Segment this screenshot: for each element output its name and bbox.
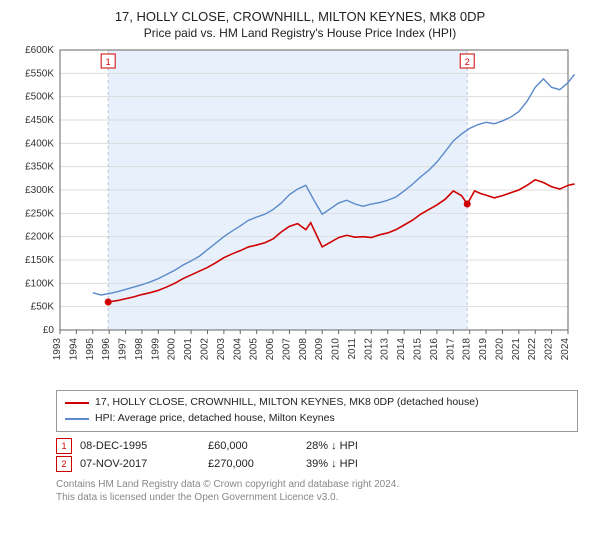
svg-text:2011: 2011 <box>347 338 358 360</box>
svg-text:£50K: £50K <box>31 302 55 313</box>
svg-text:1: 1 <box>106 57 111 67</box>
svg-text:2014: 2014 <box>396 338 407 361</box>
svg-text:£600K: £600K <box>25 45 54 56</box>
svg-text:1998: 1998 <box>134 338 145 361</box>
footer-line1: Contains HM Land Registry data © Crown c… <box>56 478 578 491</box>
sale-diff: 28% ↓ HPI <box>306 440 358 452</box>
svg-text:2016: 2016 <box>429 338 440 361</box>
svg-text:2021: 2021 <box>511 338 522 361</box>
svg-text:1996: 1996 <box>101 338 112 361</box>
svg-text:2003: 2003 <box>216 338 227 361</box>
title-line2: Price paid vs. HM Land Registry's House … <box>12 26 588 40</box>
svg-text:£550K: £550K <box>25 69 54 80</box>
sale-date: 07-NOV-2017 <box>80 458 200 470</box>
svg-text:2: 2 <box>465 57 470 67</box>
svg-text:2017: 2017 <box>445 338 456 361</box>
svg-text:2009: 2009 <box>314 338 325 361</box>
sale-row: 2 07-NOV-2017 £270,000 39% ↓ HPI <box>56 456 578 472</box>
svg-text:2019: 2019 <box>478 338 489 361</box>
svg-text:2010: 2010 <box>331 338 342 361</box>
svg-text:£0: £0 <box>43 325 55 336</box>
svg-text:2015: 2015 <box>413 338 424 361</box>
sale-row: 1 08-DEC-1995 £60,000 28% ↓ HPI <box>56 438 578 454</box>
svg-text:1995: 1995 <box>85 338 96 361</box>
sale-marker: 2 <box>56 456 72 472</box>
legend-swatch <box>65 418 89 420</box>
svg-text:2007: 2007 <box>281 338 292 361</box>
svg-text:£200K: £200K <box>25 232 54 243</box>
sale-marker: 1 <box>56 438 72 454</box>
sale-date: 08-DEC-1995 <box>80 440 200 452</box>
svg-text:1997: 1997 <box>118 338 129 361</box>
chart: £0 £50K £100K £150K £200K £250K £300K £350K £400… <box>16 44 584 384</box>
svg-text:2001: 2001 <box>183 338 194 361</box>
svg-text:£250K: £250K <box>25 209 54 220</box>
sale-price: £270,000 <box>208 458 298 470</box>
sale-price: £60,000 <box>208 440 298 452</box>
svg-text:£450K: £450K <box>25 115 54 126</box>
footer: Contains HM Land Registry data © Crown c… <box>56 478 578 504</box>
svg-text:2005: 2005 <box>249 338 260 361</box>
footer-line2: This data is licensed under the Open Gov… <box>56 491 578 504</box>
svg-text:£150K: £150K <box>25 255 54 266</box>
sale-diff: 39% ↓ HPI <box>306 458 358 470</box>
title-line1: 17, HOLLY CLOSE, CROWNHILL, MILTON KEYNE… <box>12 8 588 26</box>
svg-text:£350K: £350K <box>25 162 54 173</box>
legend-label: 17, HOLLY CLOSE, CROWNHILL, MILTON KEYNE… <box>95 395 479 411</box>
legend-swatch <box>65 402 89 404</box>
legend-item: 17, HOLLY CLOSE, CROWNHILL, MILTON KEYNE… <box>65 395 569 411</box>
svg-text:2024: 2024 <box>560 338 571 361</box>
legend: 17, HOLLY CLOSE, CROWNHILL, MILTON KEYNE… <box>56 390 578 432</box>
svg-text:2012: 2012 <box>363 338 374 361</box>
svg-text:2013: 2013 <box>380 338 391 361</box>
svg-text:1999: 1999 <box>150 338 161 361</box>
svg-text:£100K: £100K <box>25 279 54 290</box>
svg-text:2000: 2000 <box>167 338 178 361</box>
svg-text:2006: 2006 <box>265 338 276 361</box>
svg-text:2023: 2023 <box>544 338 555 361</box>
svg-text:2002: 2002 <box>199 338 210 361</box>
svg-text:1994: 1994 <box>68 338 79 361</box>
svg-text:2020: 2020 <box>494 338 505 361</box>
svg-text:1993: 1993 <box>52 338 63 361</box>
svg-text:2022: 2022 <box>527 338 538 361</box>
legend-label: HPI: Average price, detached house, Milt… <box>95 411 335 427</box>
svg-text:£300K: £300K <box>25 185 54 196</box>
svg-text:£500K: £500K <box>25 92 54 103</box>
svg-text:£400K: £400K <box>25 139 54 150</box>
legend-item: HPI: Average price, detached house, Milt… <box>65 411 569 427</box>
svg-text:2018: 2018 <box>462 338 473 361</box>
svg-text:2004: 2004 <box>232 338 243 361</box>
svg-text:2008: 2008 <box>298 338 309 361</box>
